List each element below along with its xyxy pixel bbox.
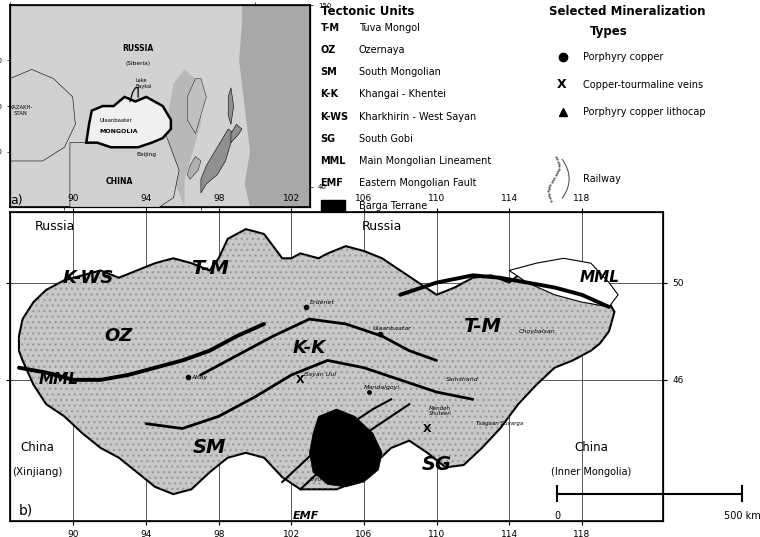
Text: Bayan Uul: Bayan Uul xyxy=(304,373,336,378)
Text: South Mongolian: South Mongolian xyxy=(359,67,441,77)
Text: T-M: T-M xyxy=(321,23,340,33)
Text: Mandalgoyi: Mandalgoyi xyxy=(364,384,401,390)
Polygon shape xyxy=(19,229,614,494)
Text: Tsagaan Suvarga: Tsagaan Suvarga xyxy=(477,421,524,426)
Text: Oyu Tolgoi: Oyu Tolgoi xyxy=(309,477,338,482)
Text: MONGOLIA: MONGOLIA xyxy=(100,128,138,134)
Polygon shape xyxy=(509,258,618,307)
Text: Porphyry copper lithocap: Porphyry copper lithocap xyxy=(583,107,705,118)
Polygon shape xyxy=(228,88,233,125)
Text: X: X xyxy=(296,375,305,385)
Text: Ulaanbaater: Ulaanbaater xyxy=(100,118,133,123)
Text: Copper-tourmaline veins: Copper-tourmaline veins xyxy=(583,79,703,90)
Text: X: X xyxy=(423,424,432,433)
Text: EMF: EMF xyxy=(293,511,319,521)
Text: Railway: Railway xyxy=(583,174,621,184)
Text: MML: MML xyxy=(321,156,346,166)
Text: b): b) xyxy=(19,503,33,517)
Text: Beijing: Beijing xyxy=(136,153,157,157)
Text: K-K: K-K xyxy=(321,90,339,99)
Text: (Siberia): (Siberia) xyxy=(125,61,150,66)
Text: EMF: EMF xyxy=(321,178,344,188)
Text: Lake
Baykal: Lake Baykal xyxy=(135,78,152,89)
Text: SG: SG xyxy=(422,455,451,475)
Polygon shape xyxy=(87,97,171,147)
Text: 0: 0 xyxy=(554,511,561,521)
Text: X: X xyxy=(557,78,567,91)
Text: Khangai - Khentei: Khangai - Khentei xyxy=(359,90,445,99)
Text: CHINA: CHINA xyxy=(106,177,133,186)
Text: SM: SM xyxy=(321,67,337,77)
Text: Main Mongolian Lineament: Main Mongolian Lineament xyxy=(359,156,491,166)
Text: T-M: T-M xyxy=(191,258,229,278)
Polygon shape xyxy=(201,129,233,193)
Text: Erdenet: Erdenet xyxy=(309,300,334,304)
Polygon shape xyxy=(168,69,201,207)
Text: Tuva Mongol: Tuva Mongol xyxy=(359,23,420,33)
Polygon shape xyxy=(187,78,207,134)
Text: 500 km: 500 km xyxy=(724,511,760,521)
Text: SM: SM xyxy=(193,438,226,458)
Text: China: China xyxy=(574,441,608,454)
Text: KAZAKH-
STAN: KAZAKH- STAN xyxy=(9,105,33,116)
Bar xyxy=(321,200,345,213)
Text: T-M: T-M xyxy=(463,317,501,336)
Text: Ih-Shankh/Gashuun: Ih-Shankh/Gashuun xyxy=(318,440,372,446)
Text: China: China xyxy=(21,441,54,454)
Text: Selected Mineralization: Selected Mineralization xyxy=(549,5,706,18)
Text: a): a) xyxy=(10,194,23,207)
Text: Altay: Altay xyxy=(192,375,207,380)
Text: Sainshand: Sainshand xyxy=(445,378,478,382)
Text: K-WS: K-WS xyxy=(62,268,114,287)
Polygon shape xyxy=(70,134,179,216)
Text: OZ: OZ xyxy=(105,327,133,345)
Text: Choybalsan: Choybalsan xyxy=(518,329,555,334)
Text: Kharkhirin - West Sayan: Kharkhirin - West Sayan xyxy=(359,112,476,122)
Text: Porphyry copper: Porphyry copper xyxy=(583,52,663,62)
Text: Mendeh
Shuteen: Mendeh Shuteen xyxy=(429,405,452,416)
Text: Russia: Russia xyxy=(362,220,402,233)
Text: South Gobi: South Gobi xyxy=(359,134,413,144)
Text: RUSSIA: RUSSIA xyxy=(122,44,154,53)
Polygon shape xyxy=(10,69,75,161)
Text: Tectonic Units: Tectonic Units xyxy=(321,5,414,18)
Text: (Inner Mongolia): (Inner Mongolia) xyxy=(551,467,631,477)
Text: Ulaanbaatar: Ulaanbaatar xyxy=(373,326,412,331)
Text: (Xinjiang): (Xinjiang) xyxy=(12,467,62,477)
Polygon shape xyxy=(231,125,242,143)
Text: MML: MML xyxy=(39,372,79,387)
Polygon shape xyxy=(239,5,310,207)
Text: K-WS: K-WS xyxy=(321,112,349,122)
Polygon shape xyxy=(187,156,201,179)
Text: MML: MML xyxy=(580,270,620,285)
Text: Ozernaya: Ozernaya xyxy=(359,45,405,55)
Text: Eastern Mongolian Fault: Eastern Mongolian Fault xyxy=(359,178,477,188)
Text: K-K: K-K xyxy=(293,339,326,357)
Text: SG: SG xyxy=(321,134,336,144)
Polygon shape xyxy=(10,5,310,207)
Text: OZ: OZ xyxy=(321,45,336,55)
Text: Barga Terrane: Barga Terrane xyxy=(359,201,427,211)
Text: Russia: Russia xyxy=(35,220,75,233)
Polygon shape xyxy=(309,409,382,487)
Text: Types: Types xyxy=(590,25,627,38)
